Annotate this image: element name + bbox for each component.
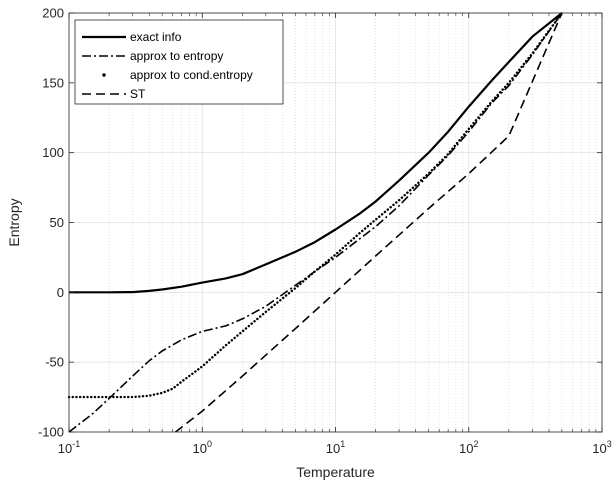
series-layer bbox=[67, 11, 564, 433]
series-line-0 bbox=[69, 12, 563, 294]
y-tick-label: 100 bbox=[42, 145, 64, 160]
x-tick-label: 10-1 bbox=[58, 439, 80, 456]
legend-box bbox=[74, 19, 284, 105]
y-tick-label: 0 bbox=[57, 285, 64, 300]
x-tick-label: 103 bbox=[592, 439, 611, 456]
legend-label-2: approx to cond.entropy bbox=[130, 68, 253, 82]
legend-label-1: approx to entropy bbox=[130, 49, 223, 63]
series-line-3 bbox=[175, 12, 563, 433]
legend-label-0: exact info bbox=[130, 30, 182, 44]
x-tick-label: 101 bbox=[326, 439, 345, 456]
legend-label-3: ST bbox=[130, 87, 146, 101]
y-tick-label: -50 bbox=[45, 355, 64, 370]
y-tick-label: 50 bbox=[50, 215, 64, 230]
legend-swatch-2 bbox=[102, 73, 106, 77]
y-tick-label: -100 bbox=[38, 425, 64, 440]
x-tick-label: 100 bbox=[193, 439, 212, 456]
y-tick-label: 200 bbox=[42, 6, 64, 21]
axis-ticks: 10-1 100 101 102 103 -100 -50 0 50 100 150 200 bbox=[38, 6, 612, 457]
y-axis-label: Entropy bbox=[6, 198, 22, 246]
x-tick-label: 102 bbox=[459, 439, 478, 456]
legend: exact info approx to entropy approx to con… bbox=[74, 19, 284, 105]
series-line-2 bbox=[67, 11, 564, 399]
x-axis-label: Temperature bbox=[296, 464, 375, 480]
y-tick-label: 150 bbox=[42, 75, 64, 90]
